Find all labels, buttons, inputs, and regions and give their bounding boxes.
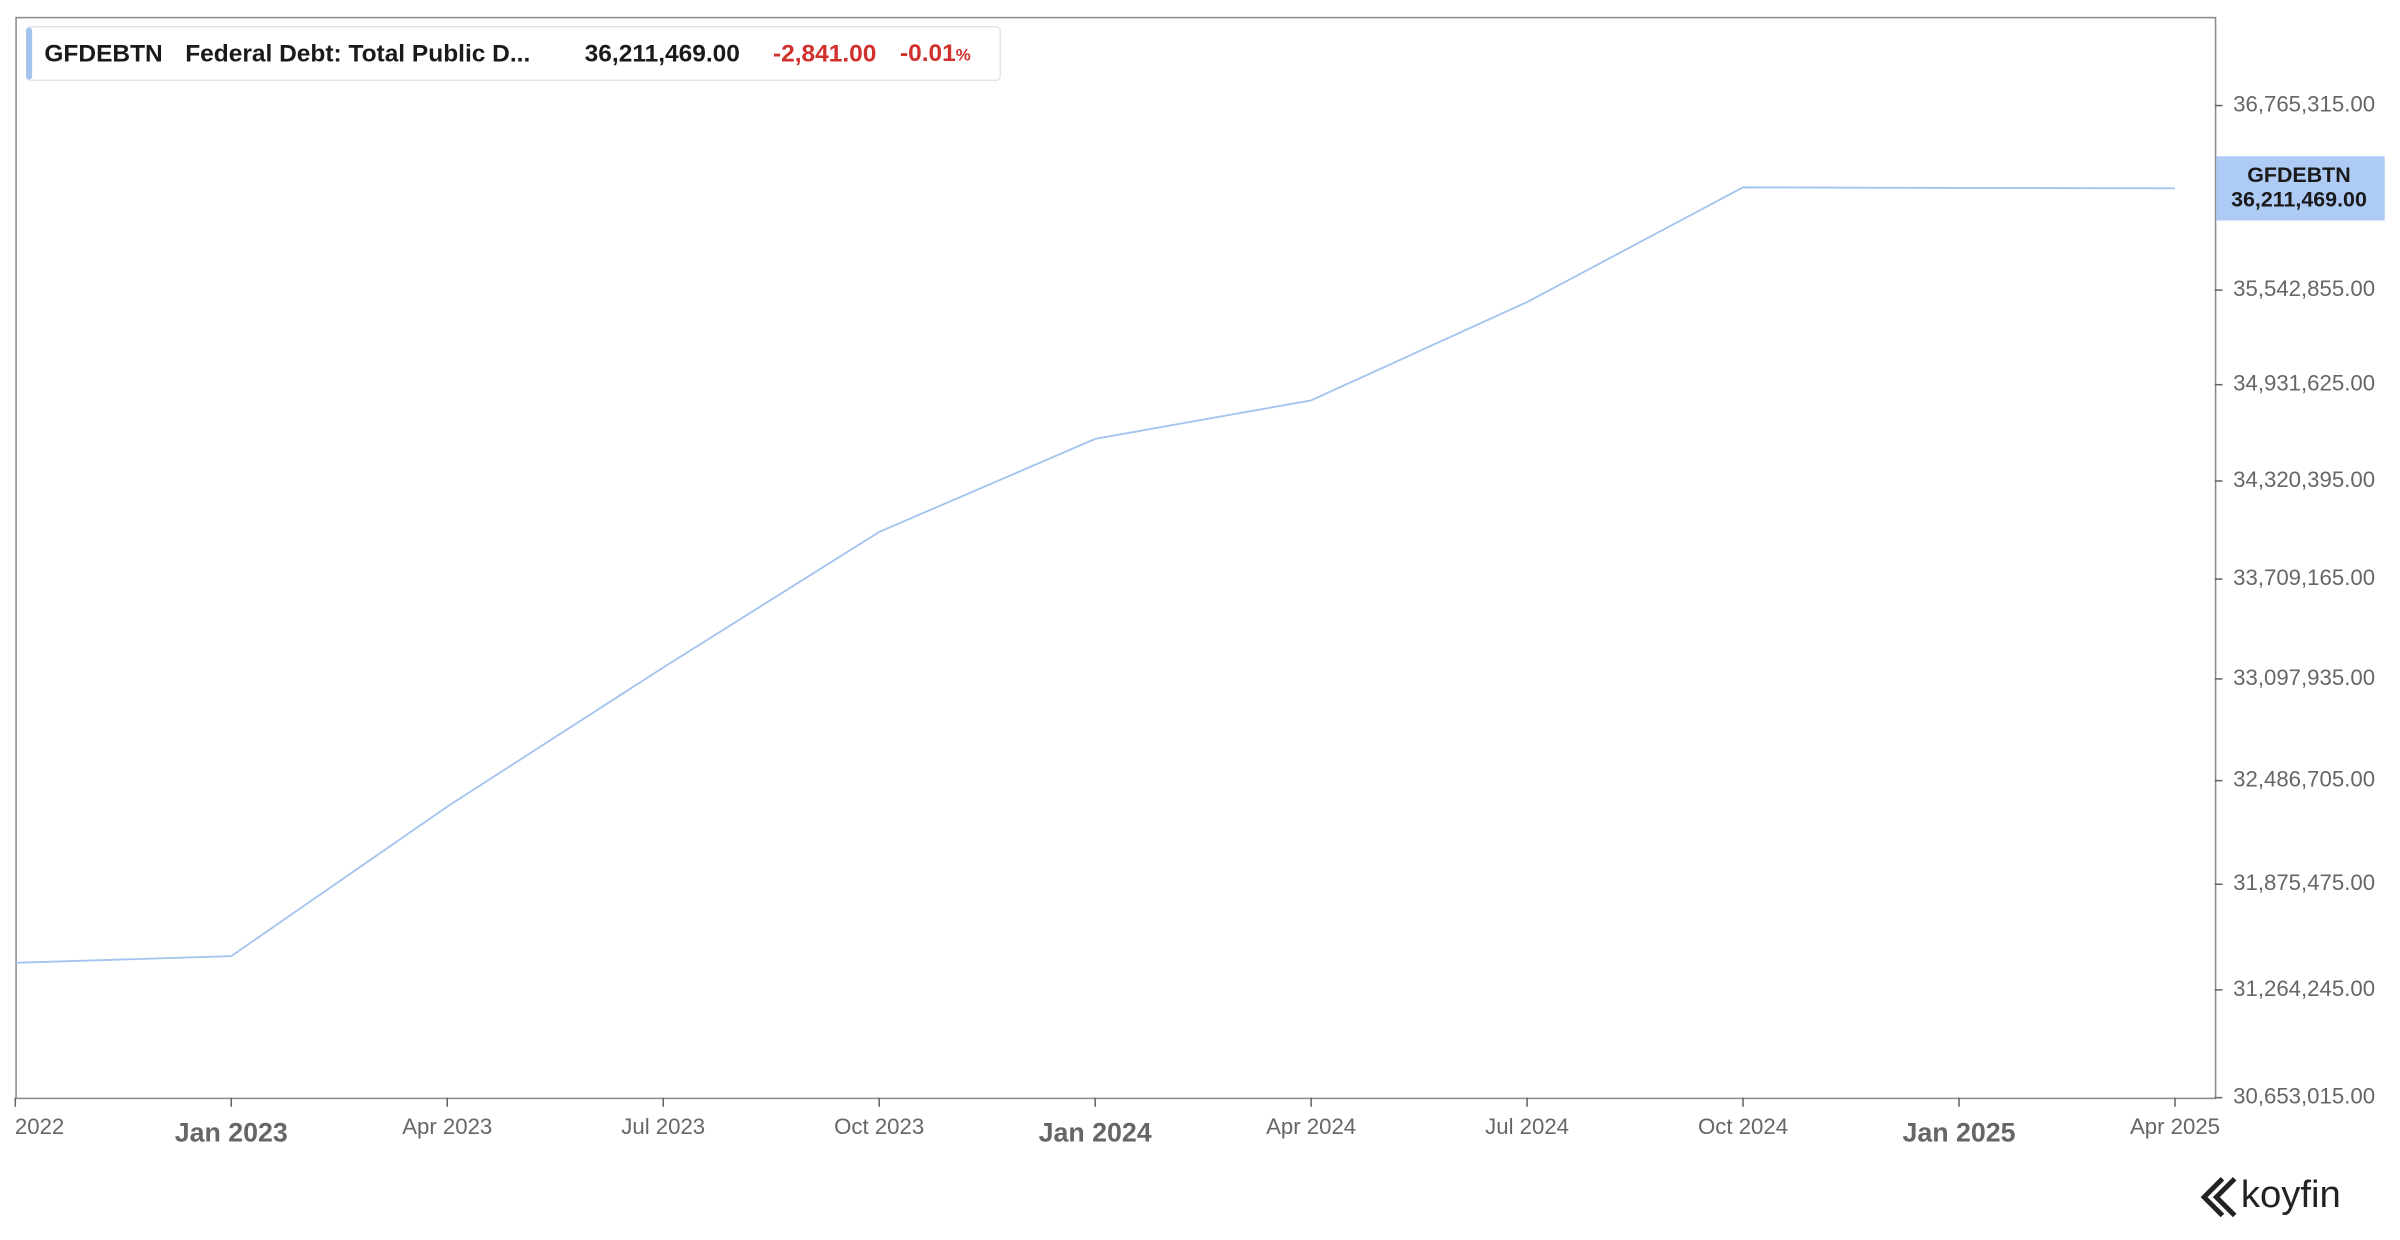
y-tick-label: 30,653,015.00 <box>2233 1083 2375 1108</box>
y-tick-label: 31,264,245.00 <box>2233 976 2375 1001</box>
logo-icon <box>2200 1177 2225 1218</box>
y-tick-label: 31,875,475.00 <box>2233 870 2375 895</box>
y-tick-label: 34,931,625.00 <box>2233 371 2375 396</box>
y-tick-label: 36,765,315.00 <box>2233 91 2375 116</box>
x-tick-label: Apr 2023 <box>402 1114 492 1139</box>
logo-text: koyfin <box>2241 1173 2341 1216</box>
y-tick-label: 32,486,705.00 <box>2233 766 2375 791</box>
legend-symbol: GFDEBTN <box>44 41 162 68</box>
legend-change-pct: -0.01% <box>900 41 971 68</box>
axes: 30,653,015.00 31,264,245.00 31,875,475.00 3… <box>14 91 2375 1147</box>
x-tick-label: Oct 2023 <box>834 1114 924 1139</box>
plot-frame <box>15 16 2217 1100</box>
logo: koyfin <box>2200 1173 2341 1218</box>
x-tick-label: Jan 2023 <box>175 1117 288 1147</box>
legend-header[interactable]: GFDEBTN Federal Debt: Total Public D... … <box>26 26 1002 82</box>
x-tick-label: Oct 2024 <box>1698 1114 1788 1139</box>
y-tick-label: 34,320,395.00 <box>2233 467 2375 492</box>
y-tick-label: 33,097,935.00 <box>2233 665 2375 690</box>
legend-value: 36,211,469.00 <box>585 41 740 68</box>
legend-name: Federal Debt: Total Public D... <box>185 41 530 68</box>
logo-icon <box>2212 1177 2237 1218</box>
y-tick-label: 35,542,855.00 <box>2233 276 2375 301</box>
change-pct-number: -0.01 <box>900 41 956 68</box>
badge-value: 36,211,469.00 <box>2231 187 2367 211</box>
x-tick-label: Jul 2024 <box>1485 1114 1569 1139</box>
legend-change: -2,841.00 <box>773 41 876 68</box>
x-tick-label: Jan 2024 <box>1039 1117 1152 1147</box>
x-tick-label: Apr 2025 <box>2130 1114 2220 1139</box>
series-line <box>15 186 2176 964</box>
x-tick-label: 2022 <box>15 1114 64 1139</box>
legend-accent <box>26 27 33 80</box>
change-pct-unit: % <box>956 46 971 65</box>
x-tick-label: Jul 2023 <box>621 1114 705 1139</box>
last-value-badge <box>2216 156 2385 221</box>
x-tick-label: Apr 2024 <box>1266 1114 1356 1139</box>
badge-name: GFDEBTN <box>2247 163 2351 187</box>
y-tick-label: 33,709,165.00 <box>2233 565 2375 590</box>
x-tick-label: Jan 2025 <box>1902 1117 2015 1147</box>
